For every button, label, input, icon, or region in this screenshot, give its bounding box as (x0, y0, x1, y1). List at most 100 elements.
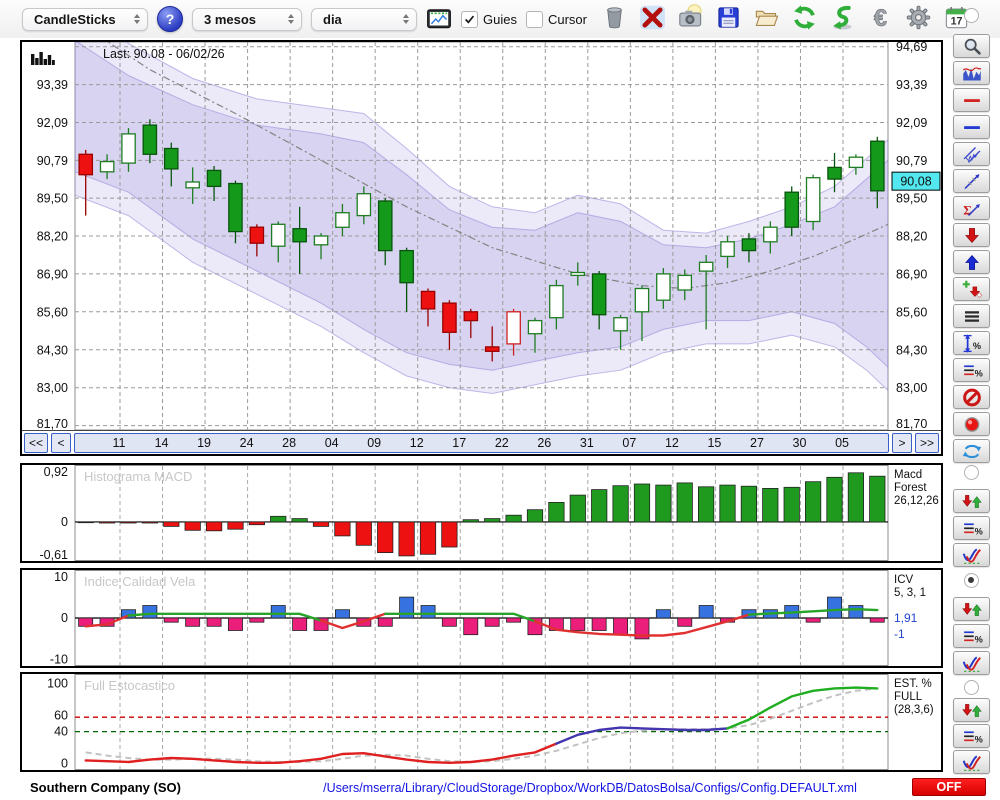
tool-measure-vertical-button[interactable]: % (953, 331, 990, 355)
svg-text:93,39: 93,39 (896, 78, 927, 92)
tool-zoom-button[interactable] (953, 34, 990, 58)
chart-window-button[interactable] (426, 7, 452, 31)
svg-text:0: 0 (61, 757, 68, 770)
icv-group-curve-style-button[interactable] (953, 651, 990, 675)
nav-prev-button[interactable]: < (51, 432, 72, 453)
tool-blue-line-button[interactable] (953, 115, 990, 139)
icv-group-signal-arrows-button[interactable] (953, 597, 990, 621)
date-strip[interactable]: 11 14 19 24 28 04 09 12 17 22 26 31 07 12 15 27 30 05 (74, 432, 889, 453)
trash-button[interactable] (600, 5, 629, 34)
svg-text:93,39: 93,39 (37, 78, 68, 92)
stoch-group-radio[interactable] (964, 680, 979, 695)
stoch-group-levels-percent-button[interactable]: % (953, 724, 990, 748)
stochastic-panel: Full Estocastico 100 60 40 0 EST. % FULL (28,3,… (20, 672, 943, 772)
nav-first-button[interactable]: << (24, 432, 49, 453)
svg-text:88,20: 88,20 (37, 230, 68, 244)
macd-chart: Histograma MACD 0,92 0 -0,61 MacdForest26,12… (40, 465, 939, 561)
date-label: 11 (112, 435, 126, 450)
mini-histogram-icon (31, 52, 55, 65)
interval-value: dia (323, 11, 342, 27)
save-icon (715, 4, 742, 34)
icv-group-levels-percent-button[interactable]: % (953, 624, 990, 648)
stoch-group-signal-arrows-button[interactable] (953, 698, 990, 722)
chevron-updown-icon (403, 14, 409, 24)
open-folder-button[interactable] (752, 5, 781, 34)
svg-text:€: € (874, 6, 887, 31)
tool-arrow-down-button[interactable] (953, 223, 990, 247)
svg-text:17: 17 (951, 15, 963, 27)
help-button[interactable]: ? (157, 6, 183, 32)
save-button[interactable] (714, 5, 743, 34)
refresh-icon (791, 4, 818, 34)
icv-group-radio[interactable] (964, 573, 979, 588)
macd-group-signal-arrows-button[interactable] (953, 489, 990, 513)
stoch-group-curve-style-button[interactable] (953, 750, 990, 774)
config-path-link[interactable]: /Users/mserra/Library/CloudStorage/Dropb… (323, 781, 857, 795)
date-label: 28 (282, 435, 297, 450)
svg-text:92,09: 92,09 (896, 116, 927, 130)
tool-arrow-up-button[interactable] (953, 250, 990, 274)
svg-text:Σ: Σ (963, 202, 972, 217)
tool-swap-button[interactable] (953, 439, 990, 463)
tool-channel-button[interactable] (953, 142, 990, 166)
tool-list-lines-button[interactable] (953, 304, 990, 328)
gear-button[interactable] (904, 5, 933, 34)
symbol-label: Southern Company (SO) (30, 780, 181, 795)
download-icon (829, 4, 856, 34)
chart-type-select[interactable]: CandleSticks (22, 7, 148, 31)
open-folder-icon (753, 4, 780, 34)
camera-button[interactable] (676, 4, 705, 34)
svg-text:90,79: 90,79 (37, 154, 68, 168)
sidebar-top-radio[interactable] (964, 8, 979, 23)
toolbar-icon-group: €17 (600, 4, 971, 34)
off-button[interactable]: OFF (912, 778, 986, 796)
date-label: 22 (494, 435, 509, 450)
calendar-icon: 17 (943, 4, 970, 34)
svg-text:0: 0 (61, 515, 68, 529)
svg-text:%: % (972, 340, 980, 350)
svg-text:5, 3, 1: 5, 3, 1 (894, 587, 926, 599)
svg-text:90,08: 90,08 (900, 175, 931, 189)
svg-text:81,70: 81,70 (896, 417, 927, 430)
euro-icon: € (867, 4, 894, 34)
delete-icon (639, 4, 666, 34)
svg-text:0: 0 (61, 611, 68, 625)
tool-record-button[interactable] (953, 412, 990, 436)
nav-last-button[interactable]: >> (914, 432, 939, 453)
date-label: 17 (452, 435, 467, 450)
guies-checkbox[interactable]: Guies (461, 10, 517, 28)
svg-text:86,90: 86,90 (37, 267, 68, 281)
date-label: 12 (664, 435, 679, 450)
date-label: 31 (579, 435, 594, 450)
tool-sigma-trend-button[interactable]: Σ (953, 196, 990, 220)
calendar-button[interactable]: 17 (942, 5, 971, 34)
refresh-button[interactable] (790, 5, 819, 34)
macd-group-levels-percent-button[interactable]: % (953, 516, 990, 540)
svg-text:84,30: 84,30 (37, 343, 68, 357)
svg-text:-1: -1 (894, 627, 905, 641)
tool-disable-button[interactable] (953, 385, 990, 409)
date-label: 24 (239, 435, 254, 450)
macd-group-curve-style-button[interactable] (953, 543, 990, 567)
svg-text:Macd: Macd (894, 469, 922, 481)
tool-red-line-button[interactable] (953, 88, 990, 112)
svg-text:89,50: 89,50 (896, 192, 927, 206)
cursor-checkbox[interactable]: Cursor (525, 10, 587, 28)
euro-button[interactable]: € (866, 5, 895, 34)
macd-group-radio[interactable] (964, 465, 979, 480)
download-button[interactable] (828, 5, 857, 34)
interval-select[interactable]: dia (311, 7, 417, 31)
period-select[interactable]: 3 mesos (192, 7, 302, 31)
svg-text:60: 60 (54, 709, 68, 723)
delete-button[interactable] (638, 5, 667, 34)
date-label: 09 (367, 435, 382, 450)
tool-measure-levels-button[interactable]: % (953, 358, 990, 382)
tool-add-marker-button[interactable] (953, 277, 990, 301)
nav-next-button[interactable]: > (891, 432, 912, 453)
svg-text:1,91: 1,91 (894, 611, 918, 625)
svg-text:88,20: 88,20 (896, 230, 927, 244)
tool-trendline-button[interactable] (953, 169, 990, 193)
candlestick-chart[interactable]: 93,39 92,09 90,79 89,50 88,20 86,90 85,60 84,30… (22, 42, 941, 430)
svg-text:-10: -10 (50, 653, 68, 666)
tool-indicators-button[interactable] (953, 61, 990, 85)
